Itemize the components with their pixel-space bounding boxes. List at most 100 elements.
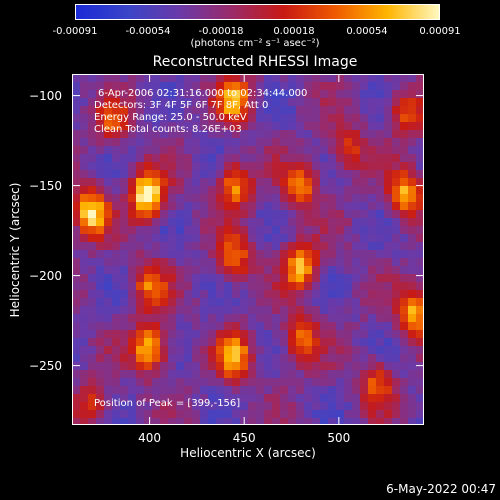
heatmap-cell (312, 106, 321, 115)
heatmap-cell (264, 234, 273, 243)
heatmap-cell (376, 322, 385, 331)
heatmap-cell (160, 378, 169, 387)
heatmap-cell (240, 194, 249, 203)
heatmap-cell (128, 338, 137, 347)
heatmap-cell (152, 226, 161, 235)
heatmap-cell (256, 226, 265, 235)
heatmap-cell (264, 146, 273, 155)
heatmap-cell (384, 362, 393, 371)
heatmap-cell (208, 378, 217, 387)
heatmap-cell (416, 234, 424, 243)
heatmap-cell (208, 130, 217, 139)
heatmap-cell (176, 162, 185, 171)
heatmap-cell (336, 394, 345, 403)
heatmap-cell (392, 170, 401, 179)
heatmap-cell (168, 298, 177, 307)
heatmap-cell (104, 258, 113, 267)
heatmap-cell (168, 194, 177, 203)
heatmap-cell (296, 242, 305, 251)
heatmap-cell (112, 418, 121, 425)
heatmap-cell (176, 370, 185, 379)
heatmap-cell (112, 234, 121, 243)
heatmap-cell (96, 130, 105, 139)
heatmap-cell (200, 74, 209, 83)
heatmap-cell (368, 202, 377, 211)
heatmap-cell (296, 98, 305, 107)
heatmap-cell (104, 162, 113, 171)
heatmap-cell (272, 386, 281, 395)
heatmap-cell (264, 306, 273, 315)
heatmap-cell (128, 322, 137, 331)
heatmap-cell (344, 170, 353, 179)
heatmap-cell (224, 90, 233, 99)
heatmap-cell (184, 162, 193, 171)
heatmap-cell (192, 226, 201, 235)
heatmap-cell (128, 98, 137, 107)
heatmap-cell (136, 90, 145, 99)
heatmap-cell (288, 322, 297, 331)
heatmap-cell (328, 394, 337, 403)
heatmap-cell (168, 114, 177, 123)
heatmap-cell (280, 226, 289, 235)
heatmap-cell (176, 242, 185, 251)
heatmap-cell (416, 322, 424, 331)
heatmap-cell (320, 210, 329, 219)
heatmap-cell (352, 378, 361, 387)
heatmap-cell (80, 210, 89, 219)
heatmap-cell (328, 306, 337, 315)
heatmap-cell (200, 274, 209, 283)
heatmap-cell (232, 202, 241, 211)
heatmap-cell (128, 354, 137, 363)
heatmap-cell (176, 322, 185, 331)
heatmap-cell (248, 290, 257, 299)
heatmap-cell (384, 306, 393, 315)
heatmap-cell (376, 170, 385, 179)
heatmap-cell (240, 338, 249, 347)
heatmap-cell (304, 362, 313, 371)
heatmap-cell (336, 210, 345, 219)
heatmap-cell (264, 298, 273, 307)
heatmap-cell (112, 98, 121, 107)
heatmap-cell (96, 394, 105, 403)
heatmap-cell (248, 306, 257, 315)
heatmap-cell (88, 250, 97, 259)
heatmap-cell (368, 306, 377, 315)
heatmap-cell (288, 210, 297, 219)
heatmap-cell (360, 226, 369, 235)
heatmap-cell (408, 226, 417, 235)
heatmap-cell (336, 218, 345, 227)
heatmap-cell (240, 298, 249, 307)
heatmap-cell (320, 298, 329, 307)
heatmap-cell (256, 386, 265, 395)
heatmap-cell (240, 354, 249, 363)
heatmap-cell (160, 402, 169, 411)
heatmap-cell (240, 210, 249, 219)
heatmap-cell (368, 218, 377, 227)
heatmap-cell (184, 106, 193, 115)
heatmap-cell (224, 106, 233, 115)
heatmap-cell (112, 370, 121, 379)
heatmap-cell (256, 98, 265, 107)
heatmap-cell (416, 282, 424, 291)
heatmap-cell (272, 282, 281, 291)
heatmap-cell (376, 90, 385, 99)
heatmap-cell (232, 394, 241, 403)
heatmap-cell (168, 138, 177, 147)
heatmap-cell (120, 130, 129, 139)
heatmap-cell (344, 74, 353, 83)
heatmap-cell (128, 314, 137, 323)
heatmap-cell (136, 154, 145, 163)
heatmap-cell (176, 194, 185, 203)
heatmap-cell (144, 410, 153, 419)
heatmap-cell (96, 386, 105, 395)
heatmap-cell (144, 122, 153, 131)
heatmap-cell (304, 250, 313, 259)
heatmap-cell (248, 394, 257, 403)
heatmap-cell (328, 314, 337, 323)
heatmap-cell (152, 90, 161, 99)
heatmap-cell (256, 114, 265, 123)
heatmap-cell (224, 154, 233, 163)
heatmap-cell (160, 346, 169, 355)
heatmap-cell (264, 130, 273, 139)
heatmap-cell (416, 210, 424, 219)
